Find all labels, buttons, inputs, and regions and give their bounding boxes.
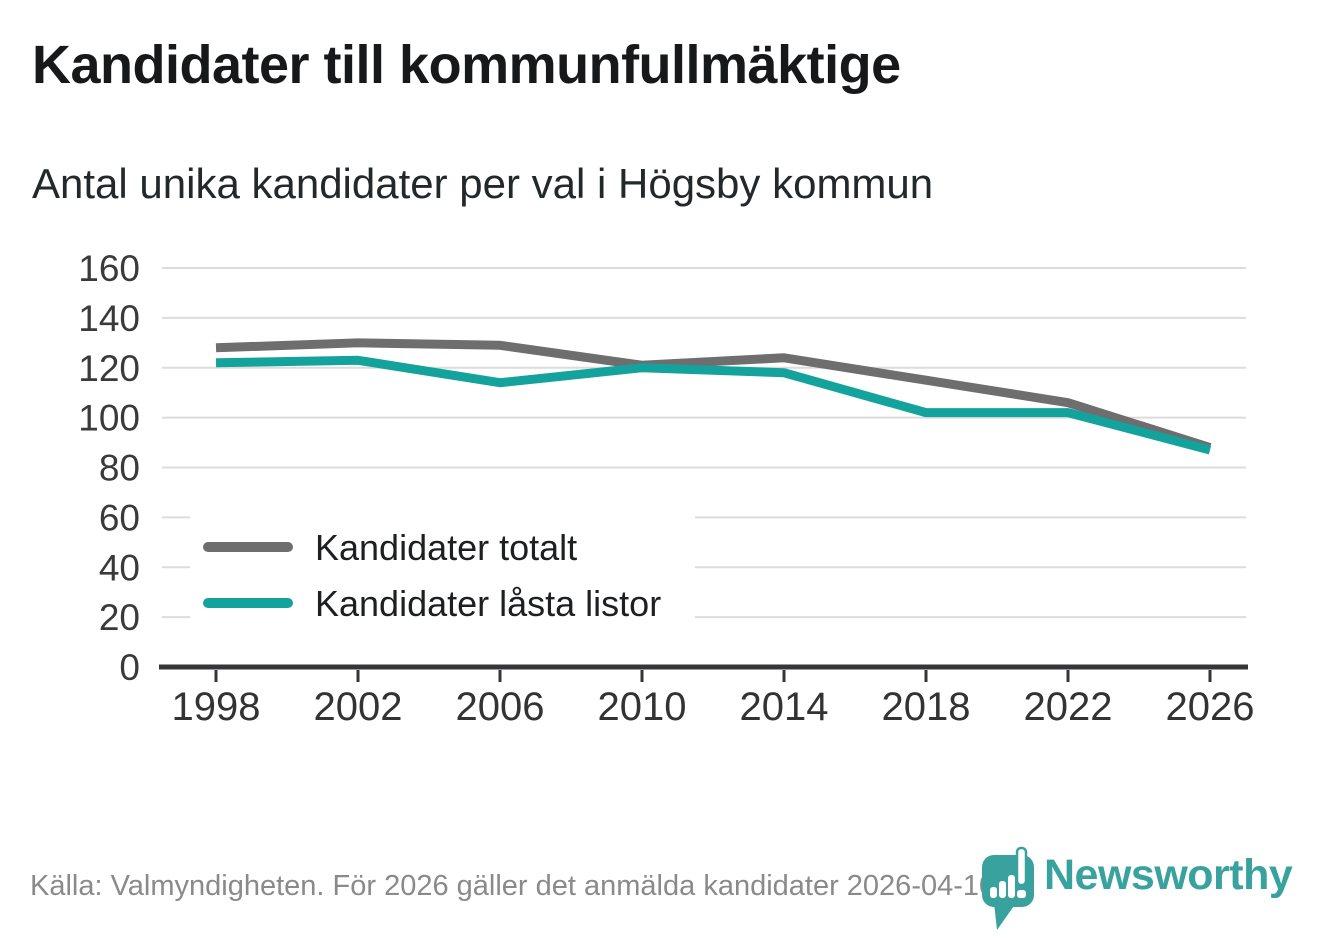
logo-exclamation-bar-icon xyxy=(1015,846,1028,887)
y-axis-label: 160 xyxy=(78,248,140,289)
series-line-1 xyxy=(215,355,1212,455)
legend-box xyxy=(190,512,695,636)
legend-label: Kandidater låsta listor xyxy=(315,583,661,624)
y-axis-label: 40 xyxy=(99,547,140,588)
y-axis-label: 80 xyxy=(99,448,140,489)
y-axis-label: 100 xyxy=(78,398,140,439)
logo-exclamation-dot-icon xyxy=(1017,890,1026,898)
y-axis-label: 120 xyxy=(78,348,140,389)
x-axis-label: 1998 xyxy=(172,685,261,729)
newsworthy-logo-icon xyxy=(982,846,1034,930)
chart-subtitle: Antal unika kandidater per val i Högsby … xyxy=(32,160,934,207)
series-line-0 xyxy=(215,338,1212,452)
source-note: Källa: Valmyndigheten. För 2026 gäller d… xyxy=(30,870,1004,902)
logo-bar-icon xyxy=(990,887,997,898)
newsworthy-wordmark: Newsworthy xyxy=(1044,851,1293,899)
x-axis-label: 2002 xyxy=(314,685,403,729)
y-axis-label: 140 xyxy=(78,298,140,339)
y-axis-label: 20 xyxy=(99,597,140,638)
logo-bar-icon xyxy=(1008,875,1015,898)
chart-title: Kandidater till kommunfullmäktige xyxy=(32,35,901,95)
newsworthy-logo xyxy=(982,845,1034,933)
y-axis-label: 0 xyxy=(119,647,140,688)
x-axis-label: 2010 xyxy=(598,685,687,729)
y-axis-label: 60 xyxy=(99,497,140,538)
x-axis-label: 2018 xyxy=(882,685,971,729)
logo-bubble-tail xyxy=(994,903,1016,930)
x-axis-label: 2022 xyxy=(1024,685,1113,729)
legend-label: Kandidater totalt xyxy=(315,527,577,568)
logo-bar-icon xyxy=(999,881,1006,898)
x-axis-label: 2026 xyxy=(1166,685,1255,729)
x-axis-label: 2006 xyxy=(456,685,545,729)
x-axis-label: 2014 xyxy=(740,685,829,729)
